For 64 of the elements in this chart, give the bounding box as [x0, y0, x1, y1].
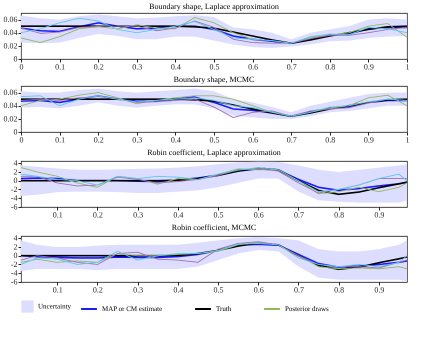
- x-tick-label: 0: [20, 136, 24, 144]
- x-tick-label: 0.2: [92, 210, 103, 220]
- x-tick-label: 0.2: [94, 62, 104, 72]
- x-tick-label: 0.8: [334, 286, 344, 294]
- chart-title: Boundary shape, MCMC: [174, 75, 254, 84]
- y-tick-label: 0.04: [4, 28, 18, 38]
- x-tick-label: 0.9: [364, 136, 374, 144]
- x-tick-label: 0.3: [132, 62, 142, 72]
- x-tick-label: 1: [406, 62, 410, 72]
- x-tick-label: 0.3: [133, 286, 144, 294]
- x-tick-label: 0.8: [325, 62, 336, 72]
- x-tick-label: 0.4: [170, 136, 181, 144]
- x-tick-label: 1: [406, 136, 410, 144]
- y-tick-label: -6: [10, 202, 18, 212]
- x-tick-label: 0.3: [133, 210, 144, 220]
- x-tick-label: 0.9: [374, 286, 384, 294]
- y-tick-label: -6: [10, 278, 18, 286]
- x-tick-label: 0.5: [214, 286, 224, 294]
- y-tick-label: 0: [14, 176, 18, 186]
- y-tick-label: 2: [14, 167, 18, 176]
- x-tick-label: 0.7: [286, 136, 297, 144]
- x-tick-label: 0.6: [254, 286, 264, 294]
- x-tick-label: 0.7: [286, 62, 297, 72]
- x-tick-label: 0.5: [214, 210, 224, 220]
- y-tick-label: -4: [10, 268, 18, 278]
- x-tick-label: 0.2: [92, 286, 103, 294]
- chart-title: Boundary shape, Laplace approximation: [149, 2, 279, 11]
- x-tick-label: 0: [20, 62, 24, 72]
- y-tick-label: 0: [14, 54, 18, 64]
- chart-title: Robin coefficient, Laplace approximation: [147, 148, 281, 158]
- y-tick-label: 0: [14, 251, 18, 260]
- y-tick-label: 4: [14, 234, 18, 243]
- y-tick-label: -2: [10, 184, 18, 194]
- y-tick-label: -2: [10, 260, 18, 269]
- y-tick-label: 2: [14, 242, 18, 252]
- x-tick-label: 0.7: [294, 210, 304, 220]
- x-tick-label: 0.1: [52, 286, 63, 294]
- x-tick-label: 0.7: [294, 286, 304, 294]
- x-tick-label: 0.2: [94, 136, 104, 144]
- y-tick-label: 0.06: [4, 88, 18, 98]
- y-tick-label: 4: [14, 158, 18, 168]
- y-tick-label: 0.02: [4, 41, 18, 50]
- x-tick-label: 0.1: [55, 62, 66, 72]
- x-tick-label: 0.5: [210, 136, 220, 144]
- x-tick-label: 0.9: [374, 210, 384, 220]
- x-tick-label: 0.9: [364, 62, 374, 72]
- x-tick-label: 0.4: [173, 210, 184, 220]
- chart-title: Robin coefficient, MCMC: [172, 223, 256, 232]
- x-tick-label: 0.6: [248, 136, 258, 144]
- x-tick-label: 0.4: [173, 286, 184, 294]
- x-tick-label: 0.8: [325, 136, 336, 144]
- y-tick-label: 0: [14, 128, 18, 136]
- y-tick-label: 0.02: [4, 114, 18, 124]
- x-tick-label: 0.3: [132, 136, 142, 144]
- x-tick-label: 0.5: [210, 62, 220, 72]
- y-tick-label: 0.06: [4, 15, 18, 24]
- x-tick-label: 0.1: [55, 136, 66, 144]
- x-tick-label: 0.6: [254, 210, 264, 220]
- x-tick-label: 0.8: [334, 210, 344, 220]
- x-tick-label: 0.1: [52, 210, 63, 220]
- x-tick-label: 0.4: [170, 62, 181, 72]
- y-tick-label: 0.04: [4, 101, 18, 110]
- y-tick-label: -4: [10, 194, 18, 203]
- x-tick-label: 0.6: [248, 62, 258, 72]
